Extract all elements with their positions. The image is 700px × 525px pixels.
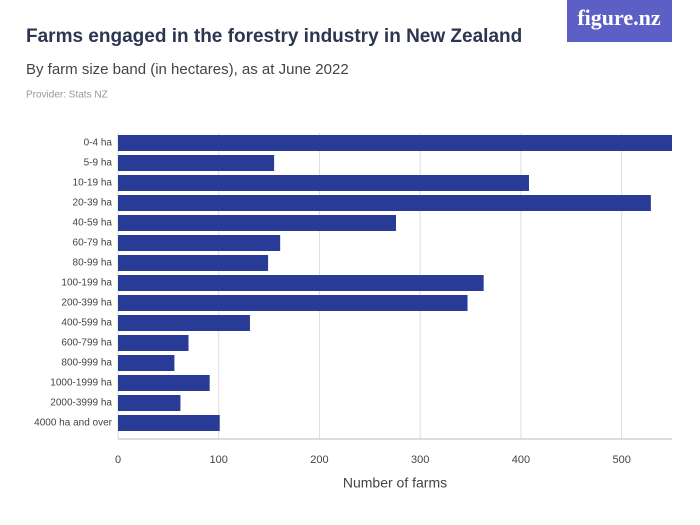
- bar: [118, 315, 250, 331]
- y-tick-label: 400-599 ha: [61, 318, 112, 329]
- brand-box: [567, 0, 672, 42]
- x-tick-label: 500: [612, 454, 630, 466]
- y-tick-label: 600-799 ha: [61, 338, 112, 349]
- bar: [118, 195, 651, 211]
- y-tick-label: 80-99 ha: [73, 258, 113, 269]
- bar: [118, 215, 397, 231]
- y-tick-label: 40-59 ha: [73, 218, 113, 229]
- y-tick-label: 100-199 ha: [61, 278, 112, 289]
- y-tick-label: 20-39 ha: [73, 198, 113, 209]
- x-tick-label: 100: [210, 454, 228, 466]
- bar: [118, 355, 175, 371]
- y-tick-label: 2000-3999 ha: [50, 398, 112, 409]
- bar: [118, 155, 275, 171]
- y-tick-label: 10-19 ha: [73, 178, 113, 189]
- bar: [118, 175, 529, 191]
- bar: [118, 235, 281, 251]
- chart-subtitle: By farm size band (in hectares), as at J…: [26, 61, 349, 78]
- x-tick-label: 300: [411, 454, 429, 466]
- x-axis-title: Number of farms: [343, 475, 447, 491]
- bar: [118, 275, 484, 291]
- bar: [118, 375, 210, 391]
- y-tick-label: 800-999 ha: [61, 358, 112, 369]
- bar: [118, 255, 269, 271]
- bar: [118, 415, 220, 431]
- y-tick-label: 60-79 ha: [73, 238, 113, 249]
- x-tick-label: 400: [512, 454, 530, 466]
- chart-title: Farms engaged in the forestry industry i…: [26, 26, 522, 47]
- y-tick-label: 1000-1999 ha: [50, 378, 112, 389]
- bar: [118, 335, 189, 351]
- x-tick-label: 0: [115, 454, 121, 466]
- bar: [118, 135, 672, 151]
- bars: 0-4 ha 5-9 ha 10-19 ha 20-39 ha 40-59 ha 60-7…: [34, 135, 672, 431]
- bar: [118, 295, 468, 311]
- y-tick-label: 4000 ha and over: [34, 418, 113, 429]
- y-tick-label: 5-9 ha: [84, 158, 113, 169]
- provider: Provider: Stats NZ: [26, 90, 108, 101]
- bar: [118, 395, 181, 411]
- y-tick-label: 200-399 ha: [61, 298, 112, 309]
- brand: figure.nz: [577, 5, 661, 30]
- y-tick-label: 0-4 ha: [84, 138, 113, 149]
- x-tick-label: 200: [310, 454, 328, 466]
